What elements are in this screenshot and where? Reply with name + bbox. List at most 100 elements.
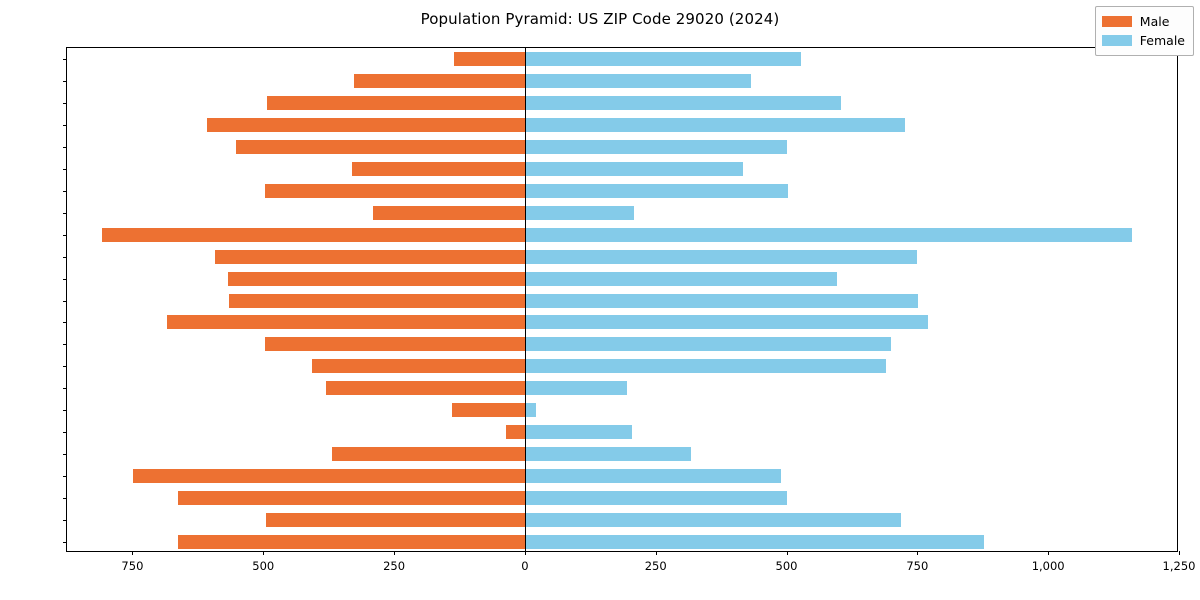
bar-male[interactable] <box>214 249 525 264</box>
x-tick-label: 1,250 <box>1162 559 1196 573</box>
bar-male[interactable] <box>177 535 525 550</box>
y-tick-mark <box>63 256 67 258</box>
bar-female[interactable] <box>524 139 788 154</box>
bar-male[interactable] <box>351 161 525 176</box>
bar-male[interactable] <box>264 183 525 198</box>
y-tick-mark <box>63 454 67 456</box>
x-tick-label: 250 <box>383 559 406 573</box>
bar-female[interactable] <box>524 271 838 286</box>
x-tick-mark <box>132 551 134 555</box>
bar-female[interactable] <box>524 381 628 396</box>
bar-female[interactable] <box>524 447 692 462</box>
bar-female[interactable] <box>524 183 789 198</box>
bar-female[interactable] <box>524 293 919 308</box>
bar-male[interactable] <box>177 491 525 506</box>
bar-female[interactable] <box>524 535 985 550</box>
bar-row <box>67 249 1177 264</box>
plot-area: 85+80-8475-7970-7467-6965-6662-6460-6155… <box>63 47 1195 573</box>
y-tick-mark <box>63 58 67 60</box>
bar-male[interactable] <box>206 117 525 132</box>
x-tick-mark <box>394 551 396 555</box>
bar-female[interactable] <box>524 117 905 132</box>
y-tick-mark <box>63 476 67 478</box>
page-title: Population Pyramid: US ZIP Code 29020 (2… <box>420 10 780 28</box>
bar-row <box>67 205 1177 220</box>
legend-swatch-female <box>1101 35 1132 46</box>
bar-male[interactable] <box>267 95 525 110</box>
x-tick-mark <box>1048 551 1050 555</box>
y-tick-mark <box>63 344 67 346</box>
bar-row <box>67 469 1177 484</box>
x-tick-mark <box>263 551 265 555</box>
bar-row <box>67 95 1177 110</box>
bar-male[interactable] <box>166 315 525 330</box>
y-tick-mark <box>63 146 67 148</box>
legend-item-female[interactable]: Female <box>1101 31 1185 50</box>
bar-female[interactable] <box>524 469 781 484</box>
x-tick-mark <box>524 551 526 555</box>
bar-male[interactable] <box>332 447 525 462</box>
bar-row <box>67 359 1177 374</box>
bar-row <box>67 271 1177 286</box>
bar-row <box>67 117 1177 132</box>
bar-row <box>67 183 1177 198</box>
chart-legend[interactable]: Male Female <box>1094 6 1194 56</box>
y-tick-mark <box>63 322 67 324</box>
y-tick-mark <box>63 432 67 434</box>
bar-female[interactable] <box>524 425 633 440</box>
bar-female[interactable] <box>524 95 841 110</box>
bar-male[interactable] <box>505 425 525 440</box>
y-tick-mark <box>63 102 67 104</box>
bar-male[interactable] <box>236 139 525 154</box>
bar-row <box>67 447 1177 462</box>
x-tick-label: 750 <box>121 559 144 573</box>
x-tick-label: 500 <box>775 559 798 573</box>
bar-row <box>67 513 1177 528</box>
bar-female[interactable] <box>524 205 634 220</box>
x-tick-mark <box>917 551 919 555</box>
bar-female[interactable] <box>524 513 901 528</box>
bar-female[interactable] <box>524 315 929 330</box>
y-tick-mark <box>63 542 67 544</box>
bar-male[interactable] <box>228 293 525 308</box>
bar-female[interactable] <box>524 73 752 88</box>
bar-row <box>67 403 1177 418</box>
bar-female[interactable] <box>524 491 788 506</box>
y-tick-mark <box>63 520 67 522</box>
legend-label-female: Female <box>1139 33 1185 48</box>
x-tick-label: 0 <box>521 559 529 573</box>
bar-male[interactable] <box>264 337 525 352</box>
bar-female[interactable] <box>524 249 918 264</box>
y-tick-mark <box>63 234 67 236</box>
bar-row <box>67 381 1177 396</box>
bar-male[interactable] <box>451 403 525 418</box>
bar-row <box>67 227 1177 242</box>
bar-male[interactable] <box>266 513 525 528</box>
x-tick-mark <box>655 551 657 555</box>
bar-male[interactable] <box>102 227 525 242</box>
bar-row <box>67 73 1177 88</box>
bar-male[interactable] <box>372 205 525 220</box>
bar-female[interactable] <box>524 359 886 374</box>
y-tick-mark <box>63 278 67 280</box>
y-tick-mark <box>63 124 67 126</box>
bar-female[interactable] <box>524 51 801 66</box>
bar-row <box>67 535 1177 550</box>
bar-female[interactable] <box>524 161 743 176</box>
legend-item-male[interactable]: Male <box>1101 12 1185 31</box>
bar-male[interactable] <box>326 381 525 396</box>
bar-female[interactable] <box>524 403 536 418</box>
bar-row <box>67 337 1177 352</box>
bar-female[interactable] <box>524 337 892 352</box>
bar-male[interactable] <box>453 51 525 66</box>
bar-male[interactable] <box>133 469 525 484</box>
bar-male[interactable] <box>312 359 525 374</box>
bar-male[interactable] <box>227 271 525 286</box>
bar-male[interactable] <box>353 73 525 88</box>
zero-axis-line <box>524 48 527 551</box>
y-tick-mark <box>63 410 67 412</box>
y-tick-mark <box>63 168 67 170</box>
bar-female[interactable] <box>524 227 1133 242</box>
x-tick-mark <box>1179 551 1180 555</box>
